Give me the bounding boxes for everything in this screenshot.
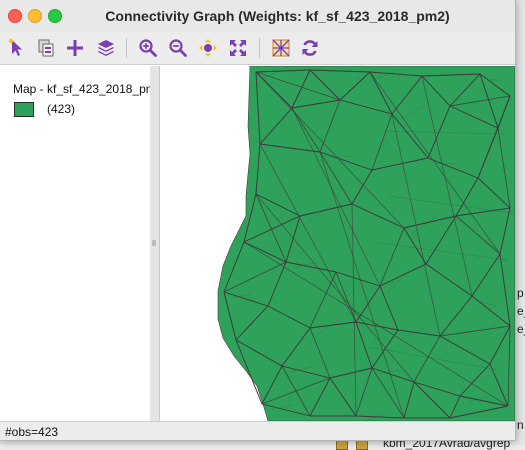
toolbar-separator	[259, 38, 260, 58]
minimize-button[interactable]	[28, 9, 42, 23]
background-text: p	[517, 286, 524, 300]
zoom-out-button[interactable]	[166, 36, 190, 60]
zoom-in-icon	[139, 39, 157, 57]
select-tool-button[interactable]	[5, 36, 29, 60]
refresh-icon	[302, 40, 318, 56]
background-text: n	[517, 418, 524, 432]
legend-count: (423)	[47, 102, 76, 116]
map-theme-icon	[272, 39, 290, 57]
fit-extent-icon	[230, 40, 246, 56]
select-tool-icon	[8, 38, 22, 56]
pan-icon	[199, 39, 217, 57]
polygon-boundaries	[231, 66, 515, 421]
copy-window-icon	[38, 39, 54, 57]
add-layer-icon	[67, 40, 83, 56]
map-canvas[interactable]	[160, 66, 515, 421]
connectivity-graph-window: Connectivity Graph (Weights: kf_sf_423_2…	[0, 0, 516, 441]
zoom-out-icon	[169, 39, 187, 57]
map-theme-button[interactable]	[269, 36, 293, 60]
toolbar	[0, 32, 515, 65]
layers-button[interactable]	[94, 36, 118, 60]
fit-extent-button[interactable]	[226, 36, 250, 60]
connectivity-map[interactable]	[160, 66, 515, 421]
connectivity-edges	[223, 69, 511, 419]
background-text: e_	[517, 322, 525, 336]
legend-title: Map - kf_sf_423_2018_pm2	[13, 82, 151, 96]
pan-button[interactable]	[196, 36, 220, 60]
panel-splitter[interactable]	[150, 66, 160, 421]
layers-icon	[98, 40, 114, 56]
background-text: e_	[517, 304, 525, 318]
add-layer-button[interactable]	[63, 36, 87, 60]
maximize-button[interactable]	[48, 9, 62, 23]
observation-count: #obs=423	[5, 425, 59, 439]
copy-window-button[interactable]	[34, 36, 58, 60]
legend-panel: Map - kf_sf_423_2018_pm2 (423)	[0, 66, 151, 421]
zoom-in-button[interactable]	[136, 36, 160, 60]
splitter-grip[interactable]	[152, 240, 156, 246]
toolbar-separator	[126, 38, 127, 58]
close-button[interactable]	[8, 9, 22, 23]
map-region	[217, 66, 515, 421]
status-bar: #obs=423	[0, 421, 515, 440]
window-title: Connectivity Graph (Weights: kf_sf_423_2…	[105, 8, 450, 24]
refresh-button[interactable]	[298, 36, 322, 60]
title-bar[interactable]: Connectivity Graph (Weights: kf_sf_423_2…	[0, 0, 515, 33]
legend-swatch[interactable]	[14, 102, 34, 117]
